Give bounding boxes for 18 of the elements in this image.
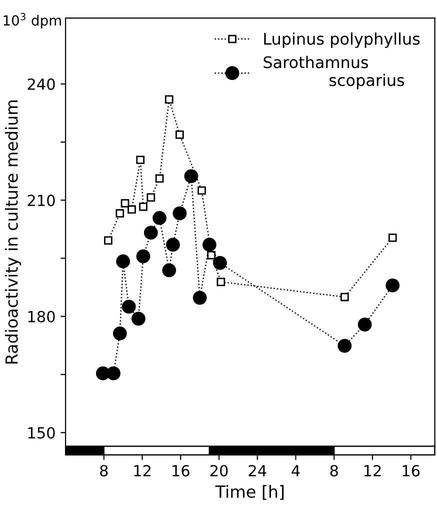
y-tick-label: 180	[28, 310, 55, 322]
x-tick-label: 16	[402, 464, 420, 477]
x-tick-label: 12	[134, 464, 150, 476]
x-tick-label: 12	[364, 464, 381, 476]
text: 10$^{3}$ dpm	[4, 12, 61, 28]
y-axis-title: Radioactivity in culture medium	[4, 100, 22, 364]
x-tick-label: 24	[248, 464, 266, 476]
x-tick-label: 8	[100, 464, 108, 477]
y-tick-label: 240	[28, 78, 55, 90]
x-tick-label: 4	[292, 465, 300, 476]
x-axis-title: Time [h]	[215, 485, 284, 500]
x-tick-label: 16	[172, 464, 190, 477]
x-tick-label: 8	[330, 464, 338, 477]
legend-label: Lupinus polyphyllus	[264, 32, 420, 48]
legend-label: Sarothamnus scoparius	[264, 56, 404, 90]
y-tick-label: 150	[28, 427, 55, 439]
x-tick-label: 20	[210, 464, 228, 477]
y-tick-label: 210	[28, 194, 55, 206]
